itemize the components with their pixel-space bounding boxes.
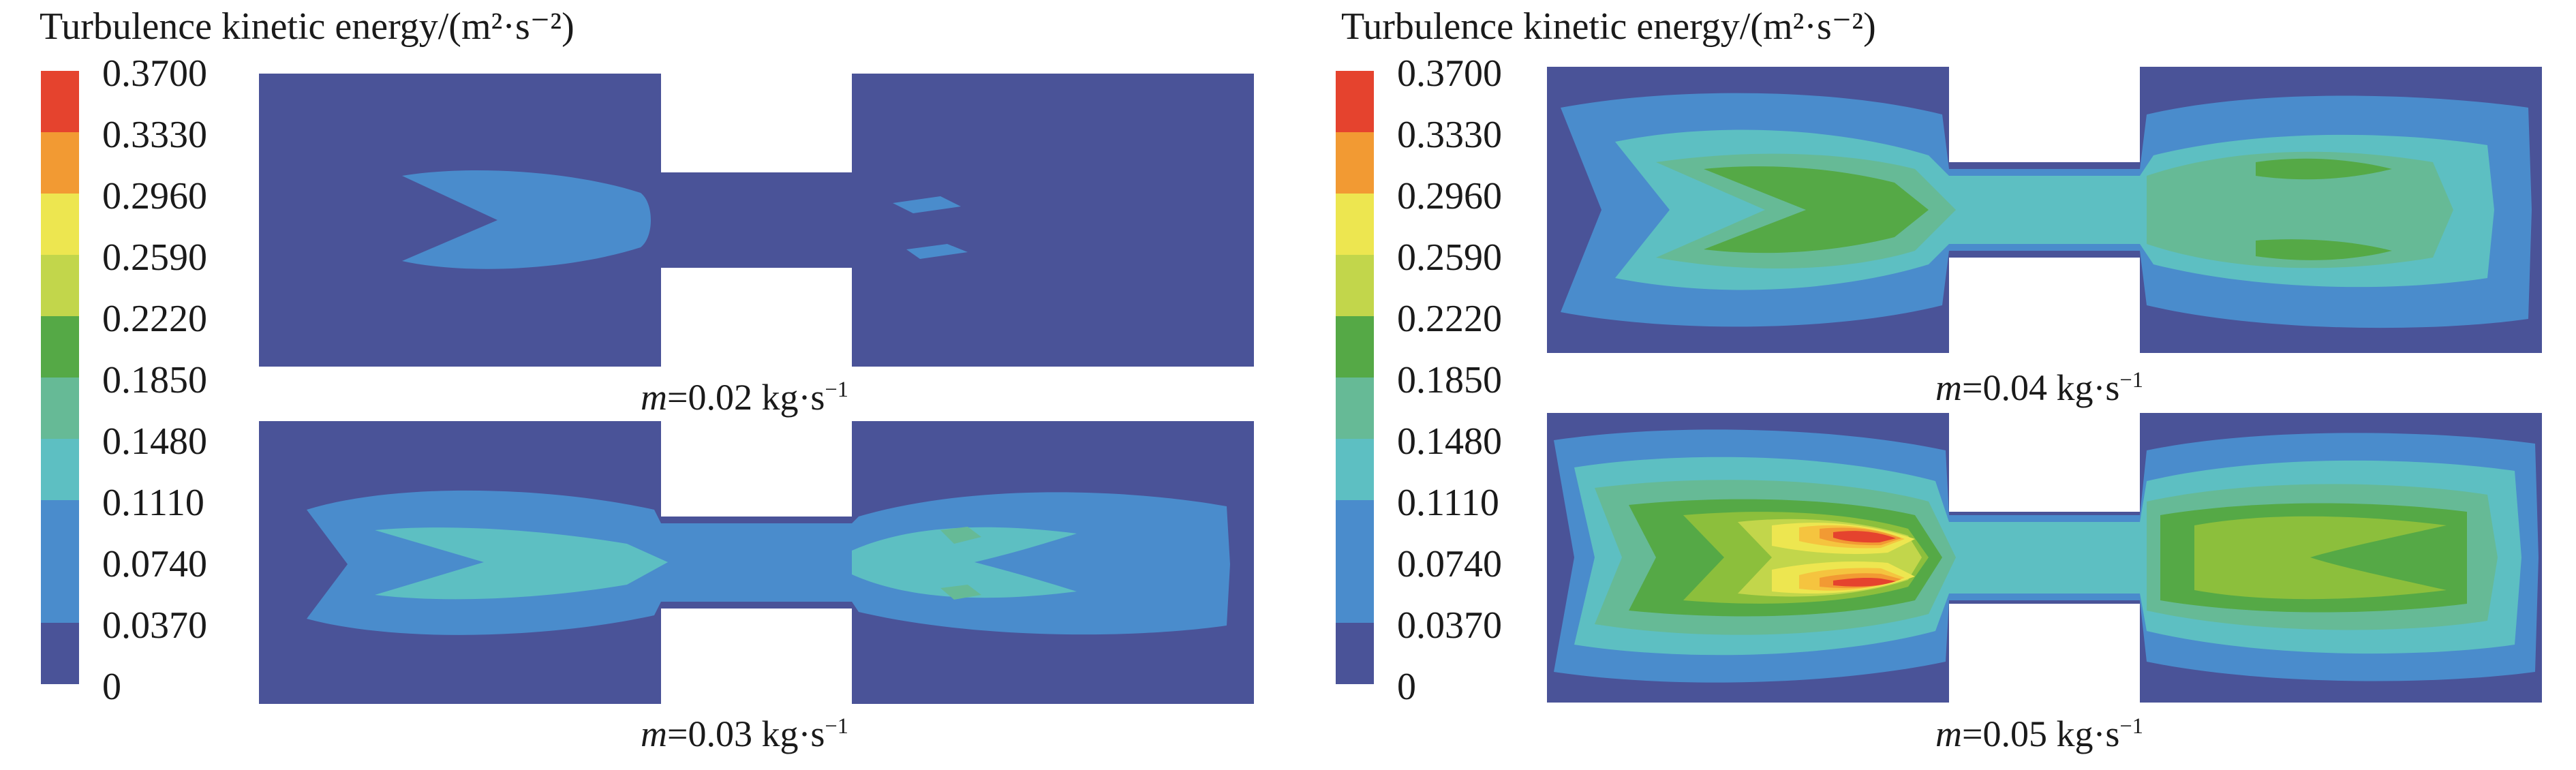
case-symbol: m	[641, 377, 667, 418]
tick-label: 0.2590	[102, 236, 207, 279]
case-caption: m=0.03 kg·s−1	[641, 713, 848, 755]
contour-field-m-005	[1547, 413, 2542, 703]
tick-label: 0.0740	[102, 543, 207, 585]
case-exponent: −1	[2119, 714, 2143, 739]
contour-level-4	[2256, 239, 2392, 260]
tick-label: 0.1850	[1397, 359, 1502, 401]
case-caption: m=0.04 kg·s−1	[1935, 367, 2143, 409]
colorbar-band-4	[1336, 439, 1374, 500]
colorbar-band-7	[1336, 255, 1374, 316]
contour-field-m-003	[259, 421, 1254, 704]
colorbar-band-2	[41, 561, 79, 623]
colorbar	[41, 71, 79, 684]
case-value: =0.02 kg·s	[667, 377, 825, 418]
contour-level-10	[1833, 578, 1896, 587]
tick-label: 0.3700	[1397, 52, 1502, 95]
tick-label: 0.1850	[102, 359, 207, 401]
colorbar-band-6	[1336, 316, 1374, 378]
case-value: =0.04 kg·s	[1962, 367, 2120, 408]
tick-label: 0.1480	[1397, 420, 1502, 463]
case-symbol: m	[1935, 713, 1962, 754]
colorbar	[1336, 71, 1374, 684]
case-symbol: m	[641, 713, 667, 754]
contour-level-1	[893, 196, 961, 213]
tick-label: 0.1110	[102, 482, 204, 524]
tick-label: 0.3330	[1397, 114, 1502, 156]
tick-label: 0.3330	[102, 114, 207, 156]
case-value: =0.03 kg·s	[667, 713, 825, 754]
contour-level-3	[940, 527, 981, 544]
tick-label: 0.2590	[1397, 236, 1502, 279]
case-caption: m=0.05 kg·s−1	[1935, 713, 2143, 755]
tick-label: 0.2220	[1397, 298, 1502, 340]
tick-label: 0.2220	[102, 298, 207, 340]
case-symbol: m	[1935, 367, 1962, 408]
tick-label: 0.0370	[1397, 604, 1502, 647]
contour-level-4	[2256, 158, 2392, 180]
contour-level-3	[2147, 151, 2453, 268]
colorbar-band-5	[41, 378, 79, 439]
tick-label: 0.1480	[102, 420, 207, 463]
colorbar-band-6	[41, 316, 79, 378]
colorbar-band-3	[41, 500, 79, 561]
tick-label: 0	[1397, 666, 1416, 708]
contour-level-3	[940, 585, 981, 600]
legend-title: Turbulence kinetic energy/(m²·s⁻²)	[1341, 5, 1876, 48]
colorbar-band-7	[41, 255, 79, 316]
colorbar-band-5	[1336, 378, 1374, 439]
case-value: =0.05 kg·s	[1962, 713, 2120, 754]
tick-label: 0.2960	[1397, 175, 1502, 217]
colorbar-band-10	[1336, 71, 1374, 132]
left-panel: Turbulence kinetic energy/(m²·s⁻²) 0.370…	[40, 5, 1254, 755]
colorbar-band-3	[1336, 500, 1374, 561]
right-panel: Turbulence kinetic energy/(m²·s⁻²) 0.370…	[1288, 0, 2576, 770]
case-caption: m=0.02 kg·s−1	[641, 376, 848, 418]
colorbar-band-8	[41, 194, 79, 255]
tick-label: 0.1110	[1397, 482, 1499, 524]
contour-level-4	[1704, 166, 1929, 253]
colorbar-band-10	[41, 71, 79, 132]
contour-level-2	[375, 527, 668, 600]
colorbar-band-1	[1336, 623, 1374, 684]
tick-label: 0	[102, 666, 121, 708]
contour-level-2	[852, 527, 1077, 598]
colorbar-band-9	[41, 132, 79, 194]
case-exponent: −1	[825, 714, 848, 739]
tick-label: 0.3700	[102, 52, 207, 95]
legend-title: Turbulence kinetic energy/(m²·s⁻²)	[40, 5, 574, 48]
colorbar-band-8	[1336, 194, 1374, 255]
tick-label: 0.0370	[102, 604, 207, 647]
contour-level-5	[2194, 516, 2447, 600]
contour-level-10	[1833, 531, 1896, 543]
case-exponent: −1	[825, 378, 848, 402]
colorbar-band-2	[1336, 561, 1374, 623]
colorbar-band-1	[41, 623, 79, 684]
contour-level-1	[402, 170, 651, 269]
contour-field-m-004	[1547, 67, 2542, 353]
tick-label: 0.2960	[102, 175, 207, 217]
colorbar-band-9	[1336, 132, 1374, 194]
colorbar-band-4	[41, 439, 79, 500]
domain	[259, 74, 1254, 367]
contour-field-m-002	[259, 74, 1254, 367]
contour-level-1	[906, 244, 968, 259]
tick-label: 0.0740	[1397, 543, 1502, 585]
contour-level-1	[307, 490, 1230, 635]
case-exponent: −1	[2119, 368, 2143, 392]
